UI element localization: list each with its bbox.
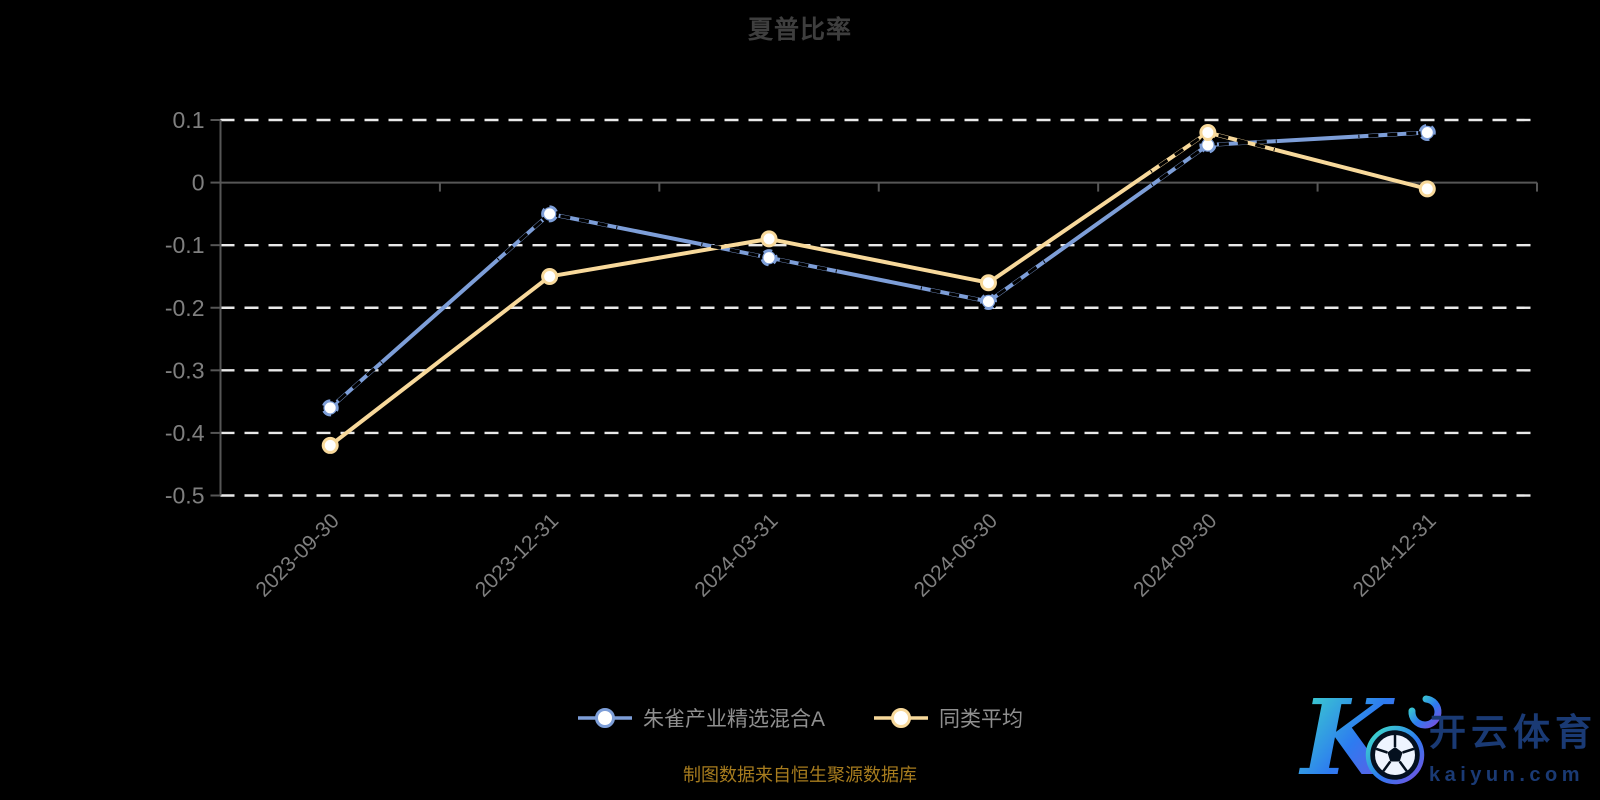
artifact-ring [540, 204, 559, 224]
data-source-note: 制图数据来自恒生聚源数据库 [683, 765, 917, 785]
x-tick-label: 2023-12-31 [471, 509, 563, 601]
artifact-ring [320, 398, 340, 418]
watermark-domain: kaiyun.com [1429, 764, 1585, 786]
series-line [328, 130, 1430, 448]
x-tick-label: 2024-09-30 [1129, 509, 1221, 601]
y-tick-label: -0.5 [165, 483, 205, 509]
artifact-ring [759, 248, 779, 267]
y-tick-label: -0.3 [165, 357, 205, 383]
series-marker [1418, 180, 1436, 198]
artifact-dash [1358, 131, 1417, 139]
artifact-dash [1218, 133, 1276, 152]
series-marker [321, 436, 339, 454]
series-marker [760, 230, 778, 248]
chart-title: 夏普比率 [747, 16, 852, 44]
legend-item-fund[interactable]: 朱雀产业精选混合A [577, 703, 825, 733]
artifact-dash [701, 242, 759, 258]
kaiyun-watermark: K 开云体育 kaiyun.com [1295, 672, 1595, 797]
series-marker [1199, 124, 1217, 142]
series-marker [979, 274, 997, 292]
artifact-dash [779, 258, 838, 273]
artifact-dash [1150, 150, 1200, 187]
legend-label: 朱雀产业精选混合A [642, 708, 825, 731]
artifact-ring [979, 292, 998, 311]
watermark-brand-name: 开云体育 [1429, 712, 1597, 753]
y-tick-label: 0 [192, 170, 205, 196]
x-tick-label: 2024-06-30 [910, 509, 1002, 601]
legend: 朱雀产业精选混合A 同类平均 [0, 703, 1600, 733]
soccer-ball-icon [1365, 725, 1425, 785]
y-tick-label: -0.1 [165, 232, 205, 258]
artifact-dash [1150, 137, 1200, 173]
artifact-ring [1418, 123, 1437, 142]
y-tick-label: -0.2 [165, 295, 205, 321]
artifact-dash [496, 219, 543, 261]
series-line [328, 130, 1430, 410]
artifact-dash [920, 286, 978, 301]
legend-item-peer-average[interactable]: 同类平均 [873, 703, 1023, 733]
artifact-dash [1218, 139, 1277, 147]
x-tick-label: 2024-12-31 [1349, 509, 1441, 601]
line-plot: 0.1 0 -0.1 -0.2 -0.3 -0.4 -0.5 2023-09-30 2023-1… [165, 107, 1538, 601]
legend-marker [577, 708, 632, 728]
artifact-dash [996, 260, 1046, 297]
artifact-dash [337, 360, 383, 402]
kaiyun-logo-icon: K [1298, 676, 1442, 797]
y-tick-label: -0.4 [165, 420, 205, 446]
logo-swirl [1408, 695, 1442, 729]
artifact-ring [1198, 135, 1218, 155]
legend-marker [874, 708, 928, 728]
artifact-dash [560, 214, 618, 229]
legend-label: 同类平均 [939, 708, 1023, 731]
series-marker [541, 267, 559, 285]
x-tick-label: 2024-03-31 [690, 509, 782, 601]
y-tick-label: 0.1 [173, 107, 205, 133]
x-tick-label: 2023-09-30 [252, 509, 344, 601]
